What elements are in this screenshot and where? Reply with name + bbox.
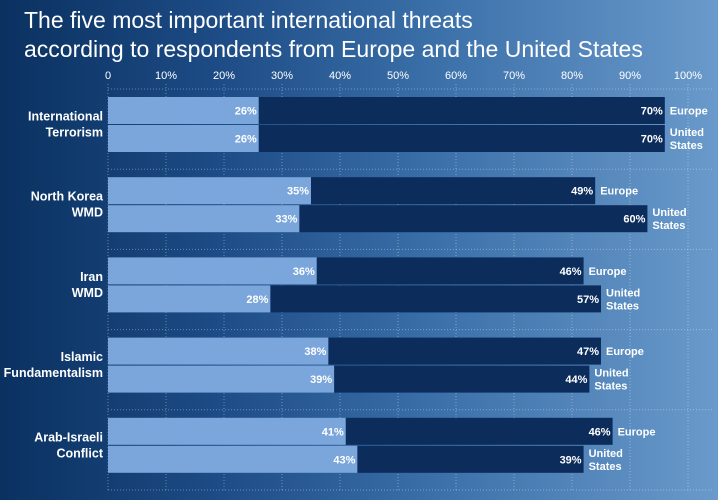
bar-segment-first — [108, 177, 311, 205]
bar-segment-first — [108, 337, 329, 365]
category-label: Terrorism — [46, 126, 103, 140]
bar-segment-second — [311, 177, 596, 205]
x-tick-label: 90% — [619, 70, 641, 82]
x-tick-label: 40% — [329, 70, 351, 82]
data-label: 39% — [560, 454, 582, 466]
data-label: 60% — [623, 214, 645, 226]
data-label: 26% — [235, 134, 257, 146]
row-label: United — [589, 448, 623, 460]
bar-segment-first — [108, 205, 300, 233]
bar-segment-first — [108, 125, 259, 152]
bar-segment-second — [316, 257, 584, 285]
bar-segment-second — [357, 445, 584, 473]
category-label: Conflict — [56, 446, 103, 460]
x-axis-ticks: 0 10% 20% 30% 40% 50% 60% 70% 80% 90% 100% — [105, 70, 702, 82]
category-label: Iran — [80, 270, 103, 284]
bars — [108, 97, 665, 473]
value-labels: 26% 70% 26% 70% 35% 49% 33% 60% 36% 46% 28% 57% 38% 4… — [235, 106, 663, 467]
chart-title: The five most important international th… — [24, 6, 714, 64]
row-label: Europe — [618, 426, 656, 438]
bar-segment-second — [334, 365, 590, 393]
category-label: WMD — [72, 286, 103, 300]
row-label: United — [606, 287, 640, 299]
x-tick-label: 50% — [387, 70, 409, 82]
bar-segment-second — [299, 205, 648, 233]
row-label: United — [652, 207, 686, 219]
x-tick-label: 100% — [674, 70, 702, 82]
x-tick-label: 20% — [213, 70, 235, 82]
data-label: 43% — [333, 454, 355, 466]
bar-segment-first — [108, 285, 271, 313]
bar-segment-first — [108, 445, 358, 473]
data-label: 35% — [287, 186, 309, 198]
row-label: Europe — [606, 346, 644, 358]
row-label: Europe — [600, 186, 638, 198]
category-label: Islamic — [61, 350, 103, 364]
category-label: Fundamentalism — [4, 366, 103, 380]
category-label: Arab-Israeli — [34, 430, 103, 444]
row-label: United — [670, 127, 704, 139]
data-label: 47% — [577, 346, 599, 358]
chart-title-line-1: The five most important international th… — [24, 7, 473, 33]
row-label: States — [670, 140, 703, 152]
x-tick-label: 0 — [105, 70, 111, 82]
data-label: 26% — [235, 106, 257, 118]
x-tick-label: 70% — [503, 70, 525, 82]
bar-segment-first — [108, 417, 346, 445]
chart-title-line-2: according to respondents from Europe and… — [24, 36, 643, 62]
bar-segment-first — [108, 365, 335, 393]
data-label: 57% — [577, 294, 599, 306]
category-label: International — [28, 110, 103, 124]
category-label: North Korea — [31, 190, 104, 204]
bar-segment-second — [258, 125, 665, 152]
x-tick-label: 30% — [271, 70, 293, 82]
row-label: States — [606, 300, 639, 312]
data-label: 44% — [565, 374, 587, 386]
row-label: States — [594, 381, 627, 393]
row-label: United — [594, 368, 628, 380]
data-label: 38% — [304, 346, 326, 358]
data-label: 46% — [589, 426, 611, 438]
data-label: 33% — [275, 214, 297, 226]
data-label: 41% — [322, 426, 344, 438]
bar-segment-second — [270, 285, 601, 313]
data-label: 70% — [641, 134, 663, 146]
bar-segment-second — [258, 97, 665, 124]
category-labels: International Terrorism North Korea WMD Iran… — [4, 110, 104, 461]
bar-segment-second — [328, 337, 601, 365]
row-labels: EuropeUnitedStatesEuropeUnitedStatesEuro… — [589, 106, 708, 473]
row-label: Europe — [589, 266, 627, 278]
x-tick-label: 60% — [445, 70, 467, 82]
data-label: 39% — [310, 374, 332, 386]
category-label: WMD — [72, 206, 103, 220]
x-tick-label: 10% — [155, 70, 177, 82]
x-tick-label: 80% — [561, 70, 583, 82]
data-label: 49% — [571, 186, 593, 198]
bar-segment-second — [345, 417, 613, 445]
bar-segment-first — [108, 257, 317, 285]
row-label: States — [652, 220, 685, 232]
bar-segment-first — [108, 97, 259, 124]
data-label: 36% — [293, 266, 315, 278]
data-label: 70% — [641, 106, 663, 118]
data-label: 28% — [246, 294, 268, 306]
row-label: States — [589, 461, 622, 473]
row-label: Europe — [670, 106, 708, 118]
data-label: 46% — [560, 266, 582, 278]
